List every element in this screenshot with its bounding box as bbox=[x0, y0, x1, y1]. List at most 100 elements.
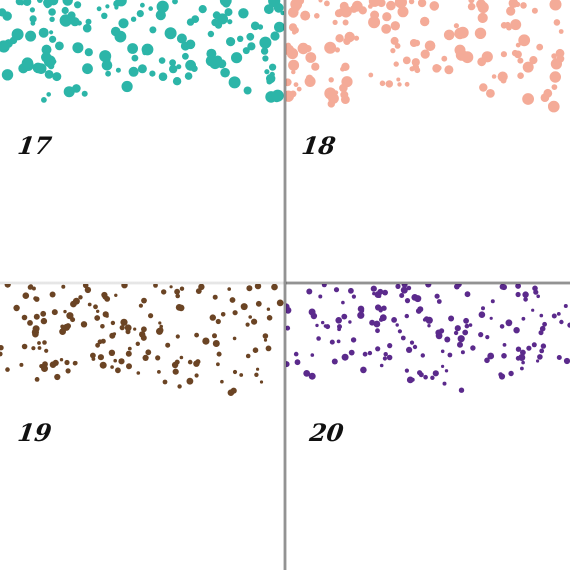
confetti-dot bbox=[90, 352, 96, 359]
confetti-dot bbox=[110, 26, 121, 37]
confetti-dot bbox=[240, 303, 248, 311]
confetti-dot bbox=[232, 369, 238, 375]
confetti-dot bbox=[506, 6, 516, 16]
confetti-dot bbox=[289, 94, 294, 99]
confetti-dot bbox=[406, 376, 414, 384]
confetti-dot bbox=[22, 0, 32, 6]
confetti-dot bbox=[41, 52, 52, 63]
confetti-dot bbox=[406, 346, 413, 353]
confetti-dot bbox=[176, 64, 182, 70]
confetti-dot bbox=[179, 286, 185, 291]
confetti-dot bbox=[478, 14, 487, 23]
confetti-dot bbox=[138, 303, 143, 308]
confetti-dot bbox=[81, 90, 88, 97]
confetti-dot bbox=[523, 297, 528, 302]
confetti-dot bbox=[177, 304, 185, 312]
confetti-dot bbox=[457, 335, 465, 343]
confetti-dot bbox=[327, 100, 335, 108]
confetti-dot bbox=[78, 295, 83, 300]
confetti-dot bbox=[382, 356, 387, 361]
confetti-dot bbox=[51, 309, 58, 316]
confetti-dot bbox=[2, 11, 12, 21]
confetti-dot bbox=[563, 304, 568, 308]
confetti-dot bbox=[444, 369, 449, 373]
confetti-dot bbox=[411, 58, 420, 67]
confetti-dot bbox=[425, 316, 433, 324]
confetti-dot bbox=[105, 4, 110, 9]
confetti-dot bbox=[443, 29, 455, 41]
confetti-dot bbox=[174, 288, 181, 295]
confetti-dot bbox=[260, 47, 269, 55]
confetti-dot bbox=[526, 345, 532, 351]
confetti-dot bbox=[27, 284, 33, 290]
confetti-dot bbox=[15, 0, 24, 6]
confetti-dot bbox=[551, 313, 557, 319]
confetti-dot bbox=[198, 5, 207, 14]
confetti-dot bbox=[511, 49, 519, 57]
confetti-dot bbox=[400, 335, 406, 341]
confetti-dot bbox=[24, 294, 29, 298]
confetti-dot bbox=[245, 353, 251, 359]
confetti-dot bbox=[29, 15, 37, 23]
confetti-dot bbox=[11, 28, 24, 41]
confetti-dot bbox=[370, 17, 376, 23]
confetti-dot bbox=[337, 327, 341, 332]
confetti-dot bbox=[286, 48, 299, 60]
confetti-dot bbox=[114, 5, 119, 10]
confetti-dot bbox=[390, 48, 396, 54]
confetti-dot bbox=[436, 65, 442, 71]
confetti-dot bbox=[65, 323, 71, 329]
confetti-dot bbox=[194, 332, 200, 338]
confetti-dot bbox=[448, 315, 455, 322]
confetti-dot bbox=[158, 72, 168, 81]
confetti-dot bbox=[310, 353, 315, 357]
confetti-dot bbox=[286, 78, 292, 87]
confetti-dot bbox=[412, 344, 418, 350]
confetti-dot bbox=[264, 5, 271, 12]
confetti-dot bbox=[501, 353, 507, 359]
confetti-dot bbox=[491, 74, 497, 79]
confetti-dot bbox=[54, 373, 61, 381]
confetti-dot bbox=[250, 21, 260, 31]
confetti-dot bbox=[209, 314, 216, 321]
confetti-dot bbox=[404, 298, 411, 304]
confetti-dot bbox=[49, 361, 57, 368]
confetti-dot bbox=[74, 1, 82, 9]
confetti-dot bbox=[296, 86, 302, 92]
confetti-dot bbox=[175, 334, 180, 339]
confetti-dot bbox=[263, 338, 268, 342]
confetti-dot bbox=[259, 380, 264, 384]
confetti-dot bbox=[369, 319, 375, 326]
confetti-dot bbox=[423, 374, 428, 380]
confetti-dot bbox=[80, 321, 88, 328]
confetti-dot bbox=[454, 44, 466, 56]
confetti-dot bbox=[291, 69, 296, 75]
confetti-dot bbox=[137, 64, 147, 74]
confetti-dot bbox=[21, 314, 28, 321]
confetti-dot bbox=[130, 16, 137, 22]
confetti-dot bbox=[113, 358, 117, 363]
confetti-dot bbox=[292, 30, 297, 35]
confetti-dot bbox=[104, 296, 111, 302]
confetti-dot bbox=[559, 319, 564, 325]
confetti-dot bbox=[358, 6, 367, 15]
confetti-dot bbox=[508, 370, 514, 377]
confetti-dot bbox=[97, 354, 104, 361]
confetti-dot bbox=[335, 317, 342, 324]
confetti-dot bbox=[444, 65, 454, 75]
confetti-dot bbox=[32, 325, 40, 333]
confetti-dot bbox=[118, 358, 125, 365]
confetti-dot bbox=[145, 349, 152, 356]
confetti-dot bbox=[41, 44, 52, 55]
confetti-dot bbox=[464, 291, 471, 298]
confetti-dot bbox=[339, 83, 348, 93]
confetti-dot bbox=[42, 340, 47, 345]
confetti-dot bbox=[506, 24, 512, 31]
confetti-dot bbox=[404, 368, 409, 373]
confetti-dot bbox=[548, 102, 556, 110]
confetti-dot bbox=[41, 97, 47, 103]
confetti-dot bbox=[540, 343, 547, 349]
confetti-dot bbox=[379, 363, 384, 368]
confetti-dot bbox=[212, 340, 220, 347]
confetti-dot bbox=[454, 284, 460, 290]
